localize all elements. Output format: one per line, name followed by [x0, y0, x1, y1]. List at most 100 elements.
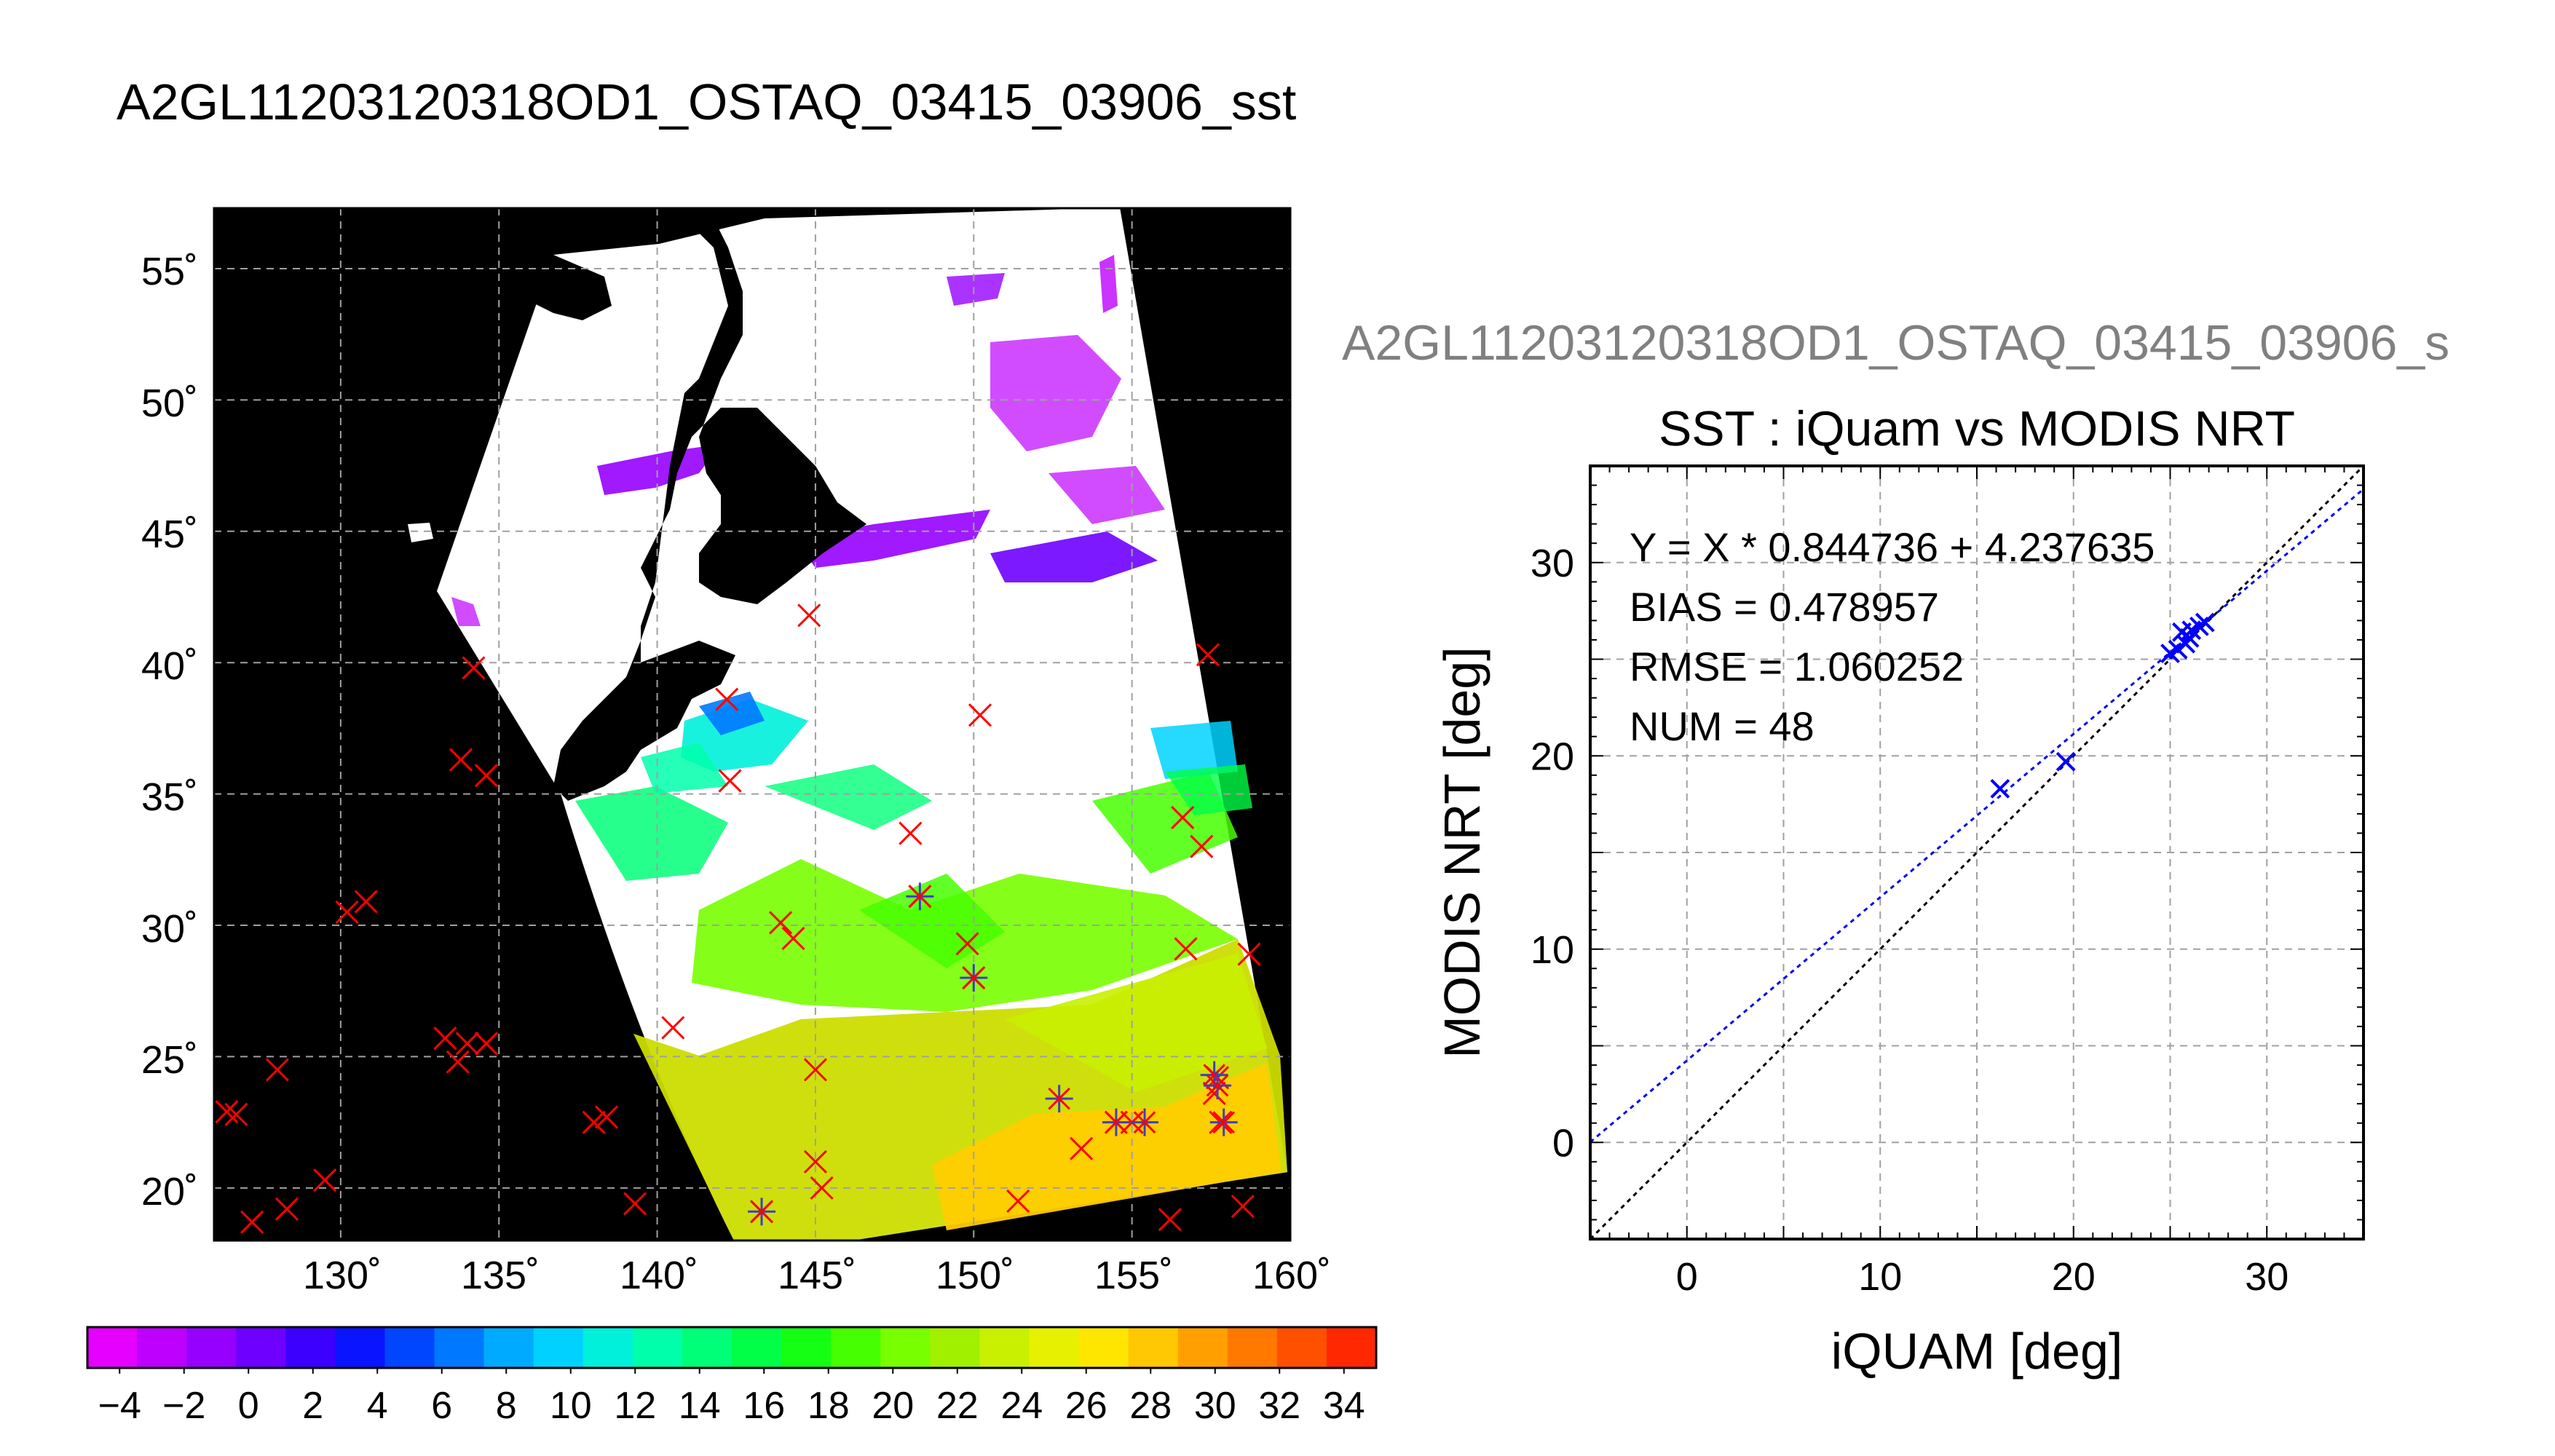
y-tick-label: 0 [1552, 1121, 1574, 1165]
colorbar-tick-label: 18 [807, 1385, 850, 1427]
colorbar-tick-label: 2 [302, 1385, 323, 1427]
colorbar: −4 −2 0 2 4 6 8 10 12 14 16 18 20 22 24 26 28 30 32 34 [86, 1326, 1378, 1427]
scatter-subtitle: A2GL11203120318OD1_OSTAQ_03415_03906_s [1342, 315, 2449, 371]
station-cross-marker [240, 1210, 264, 1234]
lat-tick-label: 55˚ [141, 250, 198, 293]
station-cross-marker [215, 1100, 239, 1124]
lat-tick-label: 40˚ [141, 644, 198, 688]
identity-line [1590, 466, 2364, 1239]
station-cross-marker [446, 1050, 470, 1074]
colorbar-labels: −4 −2 0 2 4 6 8 10 12 14 16 18 20 22 24 26 28 30 32 34 [98, 1368, 1365, 1427]
station-cross-marker [1158, 1208, 1182, 1232]
lon-tick-label: 150˚ [936, 1254, 1014, 1297]
station-cross-marker [462, 656, 486, 680]
lat-tick-label: 50˚ [141, 381, 198, 425]
station-cross-marker [449, 748, 473, 772]
colorbar-swatch [583, 1327, 633, 1368]
scatter-xticks: 0 10 20 30 [1676, 1255, 2289, 1299]
station-cross-marker [354, 890, 378, 914]
station-cross-marker [955, 932, 979, 956]
lon-tick-label: 145˚ [778, 1254, 856, 1297]
fit-line [1590, 488, 2364, 1144]
colorbar-swatch [1078, 1327, 1129, 1368]
rmse-value: RMSE = 1.060252 [1630, 644, 1964, 689]
map-frame [213, 207, 1292, 1242]
sst-field [451, 255, 1287, 1241]
station-cross-marker [769, 911, 793, 935]
lon-tick-label: 160˚ [1252, 1254, 1331, 1297]
colorbar-tick-label: 30 [1194, 1385, 1236, 1427]
lon-tick-label: 130˚ [303, 1254, 382, 1297]
station-cross-marker [1196, 643, 1220, 667]
x-axis-label: iQUAM [deg] [1831, 1323, 2123, 1380]
fit-equation: Y = X * 0.844736 + 4.237635 [1630, 524, 2155, 570]
colorbar-tick-label: −2 [162, 1385, 205, 1427]
colorbar-tick-label: −4 [98, 1385, 141, 1427]
colorbar-tick-label: 12 [614, 1385, 656, 1427]
data-point [1990, 778, 2010, 799]
y-axis-label: MODIS NRT [deg] [1434, 646, 1490, 1058]
station-cross-marker [1190, 834, 1214, 858]
station-cross-marker [1237, 942, 1261, 966]
station-cross-marker [474, 764, 498, 788]
page-title: A2GL11203120318OD1_OSTAQ_03415_03906_sst [117, 74, 1296, 130]
colorbar-swatch [285, 1327, 336, 1368]
lat-tick-label: 45˚ [141, 513, 198, 556]
colorbar-tick-label: 24 [1000, 1385, 1043, 1427]
station-cross-marker [623, 1192, 647, 1216]
x-tick-label: 0 [1676, 1255, 1698, 1299]
scatter-points [1990, 612, 2215, 799]
colorbar-swatch [1227, 1327, 1278, 1368]
station-cross-marker [803, 1150, 828, 1174]
bias-value: BIAS = 0.478957 [1630, 584, 1939, 630]
colorbar-swatch [1029, 1327, 1080, 1368]
colorbar-tick-label: 20 [872, 1385, 914, 1427]
scatter-frame [1589, 464, 2365, 1241]
colorbar-swatch [682, 1327, 732, 1368]
colorbar-swatch [1326, 1327, 1377, 1368]
num-value: NUM = 48 [1630, 703, 1814, 749]
colorbar-swatch [979, 1327, 1030, 1368]
colorbar-swatch [434, 1327, 485, 1368]
station-cross-marker [781, 927, 805, 951]
colorbar-swatch [831, 1327, 882, 1368]
colorbar-swatch [483, 1327, 534, 1368]
colorbar-swatch [632, 1327, 683, 1368]
matchup-star-marker [960, 964, 988, 992]
matchup-star-marker [1102, 1108, 1130, 1136]
map-panel: 20˚ 25˚ 30˚ 35˚ 40˚ 45˚ 50˚ 55˚ 130˚ 135… [141, 207, 1331, 1297]
y-tick-label: 20 [1531, 735, 1574, 778]
colorbar-swatch [384, 1327, 435, 1368]
colorbar-tick-label: 26 [1065, 1385, 1107, 1427]
matchup-star-marker [1045, 1085, 1073, 1113]
colorbar-swatch [930, 1327, 981, 1368]
station-cross-marker [715, 687, 739, 711]
colorbar-swatch [732, 1327, 782, 1368]
colorbar-tick-label: 6 [431, 1385, 452, 1427]
colorbar-swatch [1128, 1327, 1179, 1368]
lon-tick-label: 155˚ [1094, 1254, 1173, 1297]
station-cross-marker [718, 769, 742, 793]
matchup-star-marker [1204, 1072, 1232, 1100]
x-tick-label: 10 [1858, 1255, 1902, 1299]
station-cross-marker [224, 1102, 248, 1126]
colorbar-tick-label: 16 [743, 1385, 785, 1427]
colorbar-swatch [1276, 1327, 1327, 1368]
station-cross-marker [899, 821, 923, 845]
station-cross-marker [797, 604, 821, 628]
colorbar-swatch [236, 1327, 287, 1368]
lat-ticks: 20˚ 25˚ 30˚ 35˚ 40˚ 45˚ 50˚ 55˚ [141, 250, 198, 1214]
station-cross-marker [810, 1176, 834, 1200]
stats-annotations: Y = X * 0.844736 + 4.237635 BIAS = 0.478… [1630, 524, 2155, 749]
station-cross-marker [1070, 1136, 1094, 1160]
scatter-title: SST : iQuam vs MODIS NRT [1659, 401, 2295, 456]
station-cross-marker [275, 1197, 299, 1221]
station-cross-marker [1231, 1195, 1255, 1219]
colorbar-swatches [87, 1327, 1377, 1368]
station-cross-marker [265, 1058, 290, 1082]
data-point [2195, 612, 2215, 633]
lon-ticks: 130˚ 135˚ 140˚ 145˚ 150˚ 155˚ 160˚ [303, 1254, 1331, 1297]
lat-tick-label: 30˚ [141, 907, 198, 951]
lon-tick-label: 140˚ [620, 1254, 698, 1297]
